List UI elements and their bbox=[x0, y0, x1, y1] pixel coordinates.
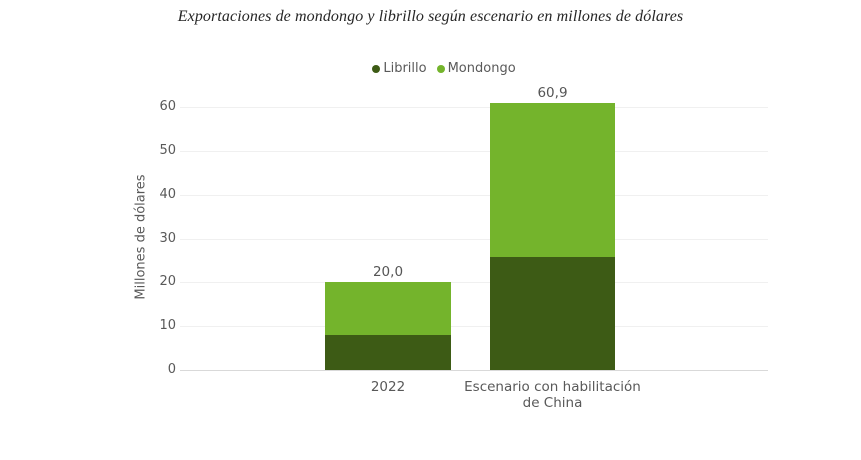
bar-total-label: 20,0 bbox=[372, 264, 404, 281]
gridline-10 bbox=[180, 326, 768, 328]
x-tick-label: Escenario con habilitación de China bbox=[464, 379, 641, 411]
bar-segment-librillo bbox=[490, 256, 615, 370]
y-tick-label: 0 bbox=[167, 362, 176, 377]
gridline-30 bbox=[180, 238, 768, 240]
chart-title: Exportaciones de mondongo y librillo seg… bbox=[177, 8, 684, 25]
legend-dot-icon bbox=[372, 64, 381, 73]
legend-label: Librillo bbox=[383, 61, 427, 76]
x-axis-line bbox=[180, 370, 768, 371]
gridline-50 bbox=[180, 150, 768, 152]
gridline-20 bbox=[180, 282, 768, 284]
y-tick-label: 60 bbox=[159, 99, 176, 114]
bar-total-label: 60,9 bbox=[537, 85, 568, 102]
legend-dot-icon bbox=[436, 64, 445, 73]
legend-label: Mondongo bbox=[447, 61, 516, 76]
gridline-60 bbox=[180, 107, 768, 108]
y-tick-label: 30 bbox=[159, 230, 176, 246]
bar-segment-mondongo bbox=[490, 103, 615, 257]
y-tick-label: 10 bbox=[159, 318, 176, 334]
y-tick-label: 20 bbox=[159, 274, 176, 290]
legend-item-mondongo: Mondongo bbox=[436, 61, 516, 76]
y-tick-label: 50 bbox=[159, 142, 176, 158]
y-tick-label: 40 bbox=[159, 186, 176, 202]
legend: Librillo Mondongo bbox=[0, 61, 861, 76]
bar-segment-mondongo bbox=[325, 282, 451, 335]
bar-segment-librillo bbox=[325, 334, 451, 370]
x-tick-label: 2022 bbox=[370, 379, 406, 395]
gridline-40 bbox=[180, 194, 768, 196]
legend-item-librillo: Librillo bbox=[372, 61, 427, 76]
